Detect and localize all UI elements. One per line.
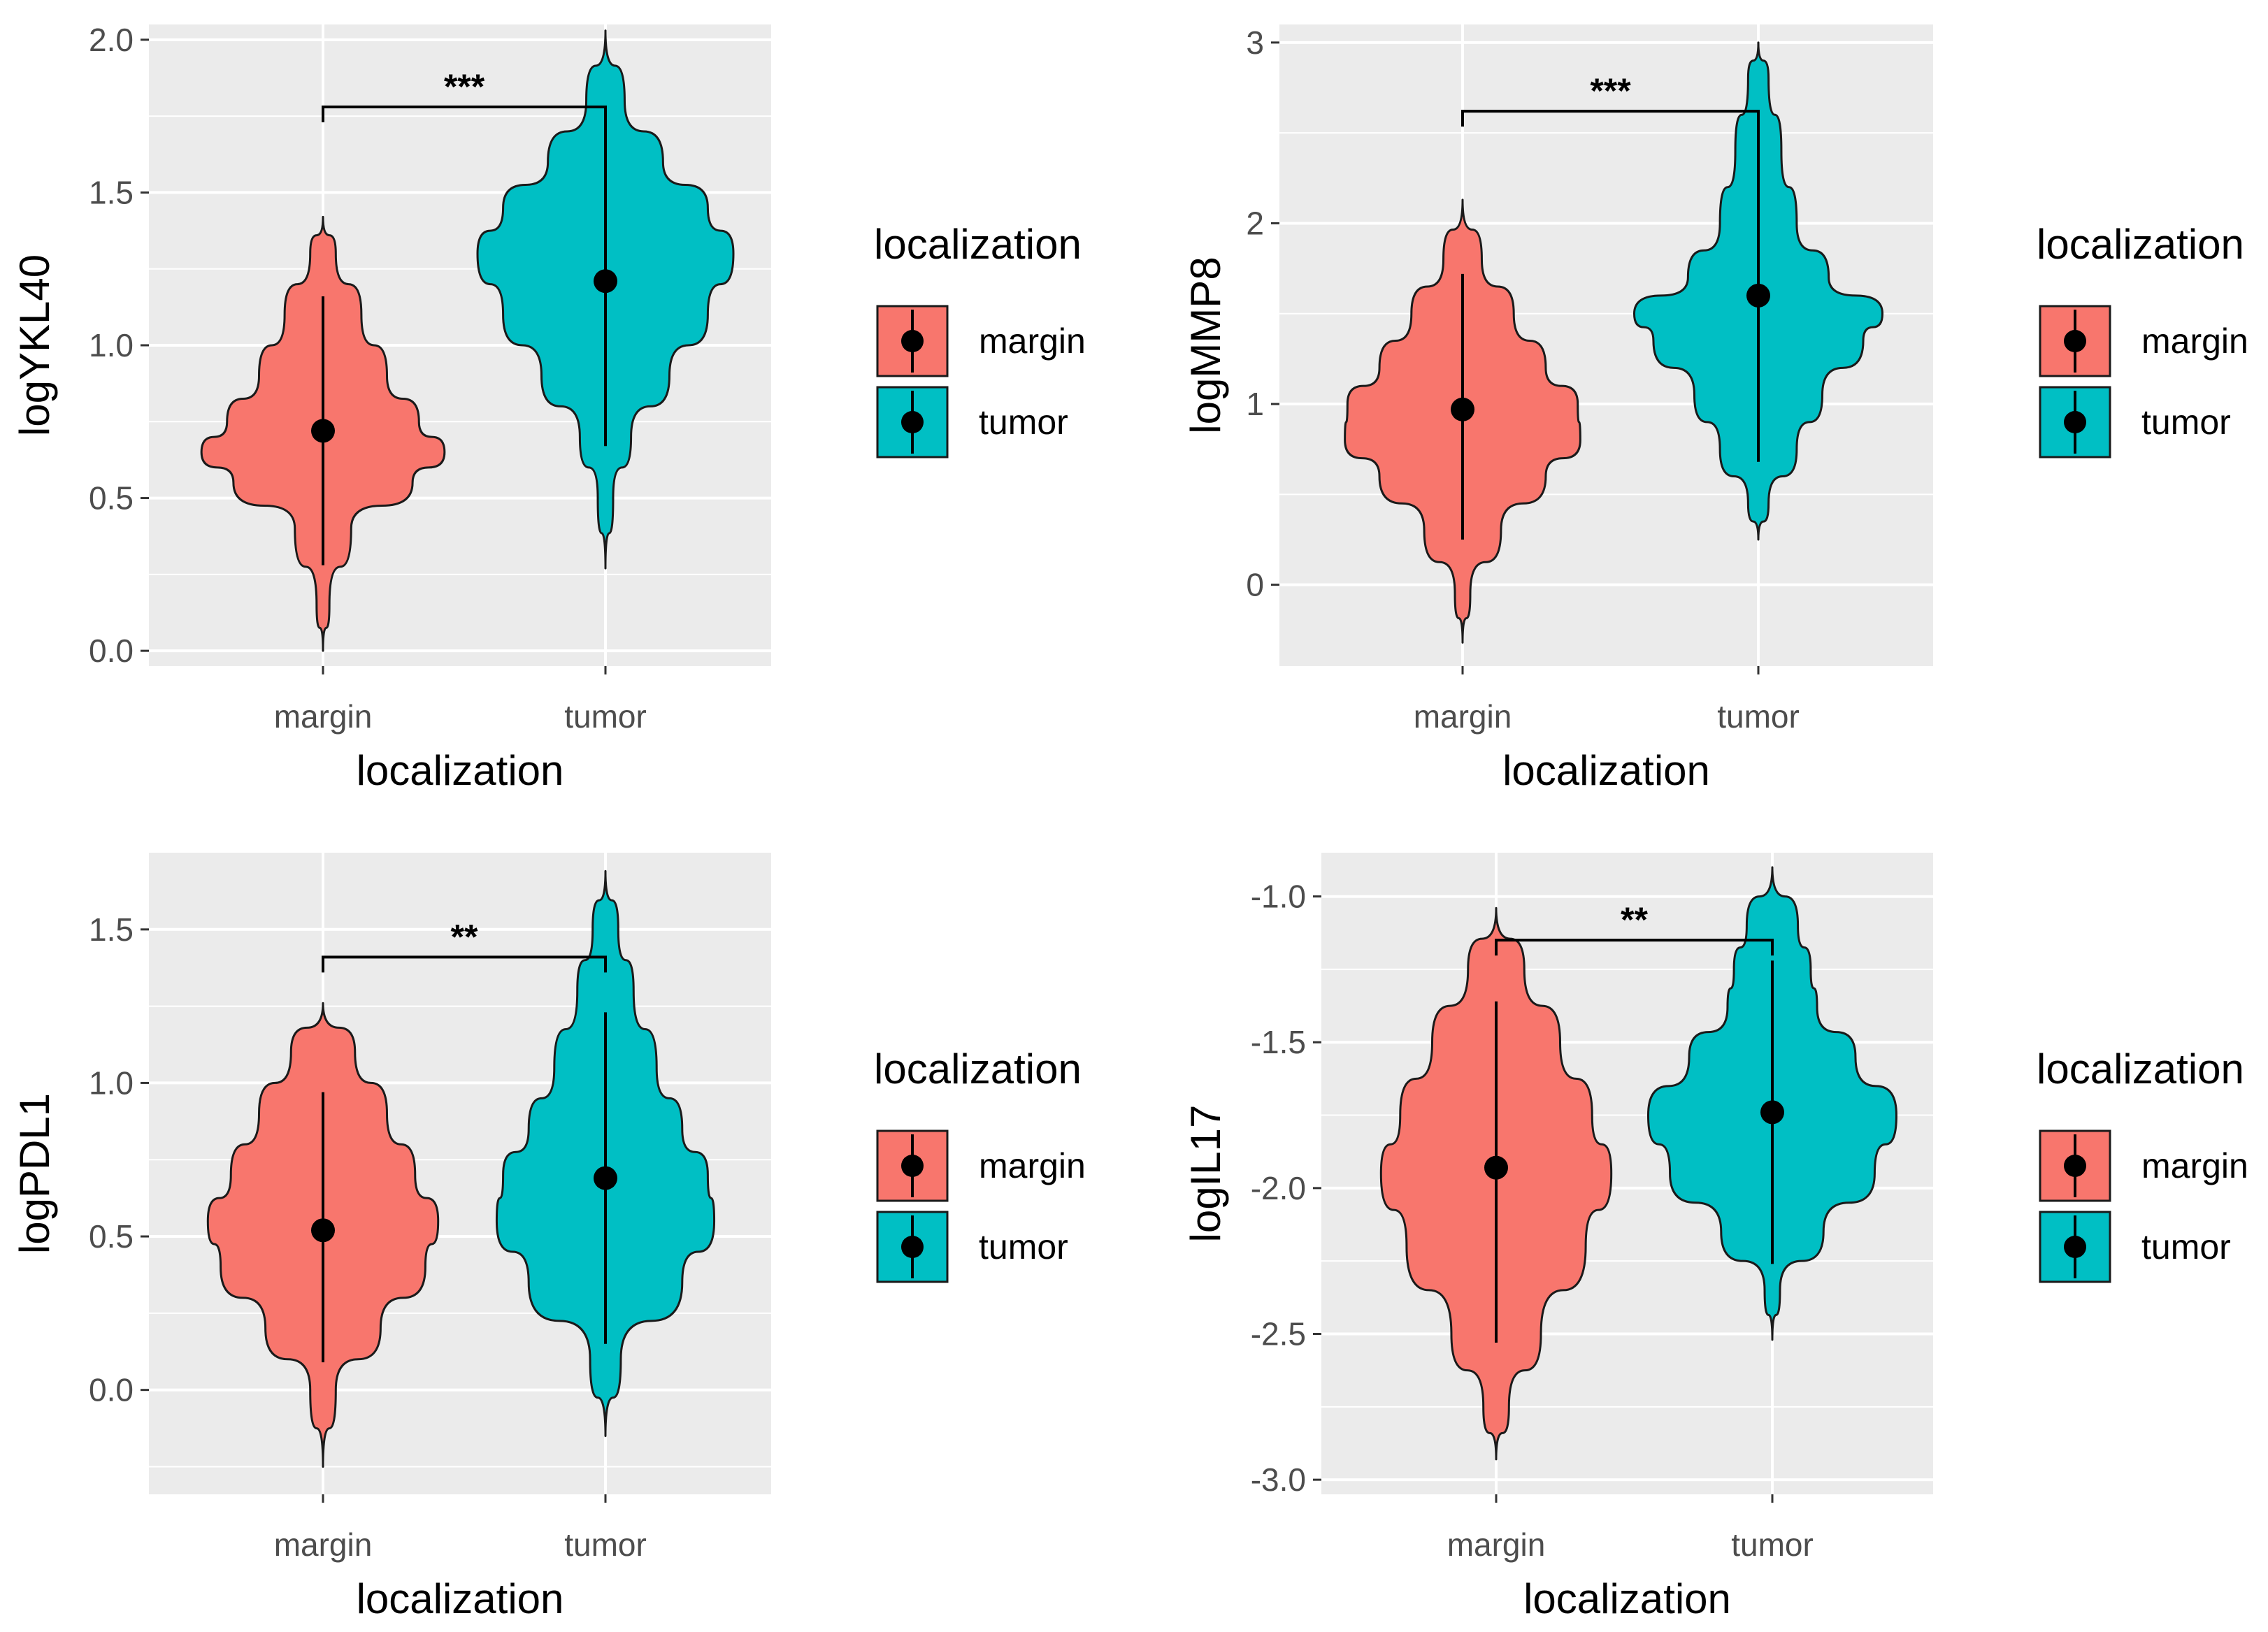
- y-tick-label: -2.0: [1251, 1170, 1306, 1206]
- y-tick-label: 0.5: [89, 480, 134, 517]
- y-tick-label: 3: [1246, 24, 1264, 61]
- y-axis-title: logYKL40: [11, 254, 58, 436]
- x-tick-label: margin: [274, 1526, 373, 1563]
- legend-title: localization: [2037, 1046, 2244, 1092]
- y-tick-label: 0: [1246, 567, 1264, 603]
- x-axis-title: localization: [357, 747, 564, 794]
- legend-title: localization: [874, 1046, 1082, 1092]
- significance-label: **: [451, 917, 478, 956]
- x-axis-title: localization: [1523, 1575, 1731, 1622]
- x-tick-label: tumor: [1731, 1526, 1814, 1563]
- y-tick-label: 1.0: [89, 327, 134, 363]
- y-tick-label: 0.0: [89, 1372, 134, 1408]
- chart-panel-0: 0.00.51.01.52.0***margin tumorlocalizatio…: [11, 22, 1086, 794]
- legend-title: localization: [2037, 221, 2244, 268]
- mean-point-margin: [311, 1218, 335, 1243]
- legend-label-tumor: tumor: [2141, 403, 2231, 442]
- y-axis-title: logIL17: [1182, 1105, 1229, 1243]
- legend: localization margin tumor: [2037, 221, 2248, 458]
- legend-key-point: [2064, 1236, 2086, 1258]
- legend: localization margin tumor: [2037, 1046, 2248, 1283]
- x-axis-title: localization: [357, 1575, 564, 1622]
- x-axis-title: localization: [1502, 747, 1710, 794]
- y-tick-label: 1: [1246, 386, 1264, 422]
- legend-key-point: [2064, 1155, 2086, 1177]
- significance-bracket: [322, 955, 607, 973]
- legend-key-point: [901, 1236, 924, 1258]
- y-tick-label: -3.0: [1251, 1461, 1306, 1498]
- significance-label: ***: [1590, 71, 1631, 110]
- mean-point-margin: [311, 419, 335, 443]
- y-tick-label: -2.5: [1251, 1316, 1306, 1352]
- x-tick-label: margin: [1447, 1526, 1546, 1563]
- y-tick-label: 1.5: [89, 911, 134, 948]
- y-tick-label: 1.5: [89, 174, 134, 210]
- mean-point-tumor: [1746, 283, 1770, 308]
- legend-label-margin: margin: [979, 1146, 1086, 1185]
- legend-title: localization: [874, 221, 1082, 268]
- legend: localization margin tumor: [874, 1046, 1086, 1283]
- x-tick-label: margin: [1414, 698, 1512, 735]
- significance-bracket: [322, 106, 607, 123]
- significance-bracket: [1461, 110, 1760, 127]
- y-tick-label: -1.5: [1251, 1024, 1306, 1060]
- significance-label: **: [1621, 900, 1648, 939]
- legend-label-tumor: tumor: [2141, 1227, 2231, 1266]
- significance-bracket: [1495, 939, 1774, 956]
- y-tick-label: 2: [1246, 205, 1264, 241]
- legend-label-margin: margin: [2141, 1146, 2248, 1185]
- legend: localization margin tumor: [874, 221, 1086, 458]
- chart-panel-3: -3.0-2.5-2.0-1.5-1.0**margin tumorlocaliz…: [1182, 853, 2248, 1622]
- y-tick-label: -1.0: [1251, 879, 1306, 915]
- y-axis-title: logMMP8: [1182, 257, 1229, 433]
- x-tick-label: tumor: [564, 698, 647, 735]
- legend-key-point: [901, 411, 924, 433]
- y-tick-label: 0.5: [89, 1218, 134, 1255]
- legend-key-point: [2064, 411, 2086, 433]
- mean-point-margin: [1451, 397, 1474, 421]
- y-tick-label: 0.0: [89, 633, 134, 669]
- legend-key-point: [901, 330, 924, 352]
- y-tick-label: 2.0: [89, 22, 134, 58]
- mean-point-margin: [1484, 1155, 1508, 1180]
- mean-point-tumor: [594, 1166, 617, 1190]
- legend-label-tumor: tumor: [979, 403, 1068, 442]
- legend-label-tumor: tumor: [979, 1227, 1068, 1266]
- legend-key-point: [2064, 330, 2086, 352]
- x-tick-label: margin: [274, 698, 373, 735]
- chart-panel-2: 0.00.51.01.5 **margin tumorlocalizationlog…: [11, 853, 1086, 1622]
- y-axis-title: logPDL1: [11, 1093, 58, 1254]
- mean-point-tumor: [1760, 1100, 1784, 1125]
- mean-point-tumor: [594, 269, 617, 294]
- legend-label-margin: margin: [979, 322, 1086, 361]
- legend-label-margin: margin: [2141, 322, 2248, 361]
- x-tick-label: tumor: [1717, 698, 1800, 735]
- y-tick-label: 1.0: [89, 1064, 134, 1101]
- significance-label: ***: [444, 67, 485, 106]
- x-tick-label: tumor: [564, 1526, 647, 1563]
- legend-key-point: [901, 1155, 924, 1177]
